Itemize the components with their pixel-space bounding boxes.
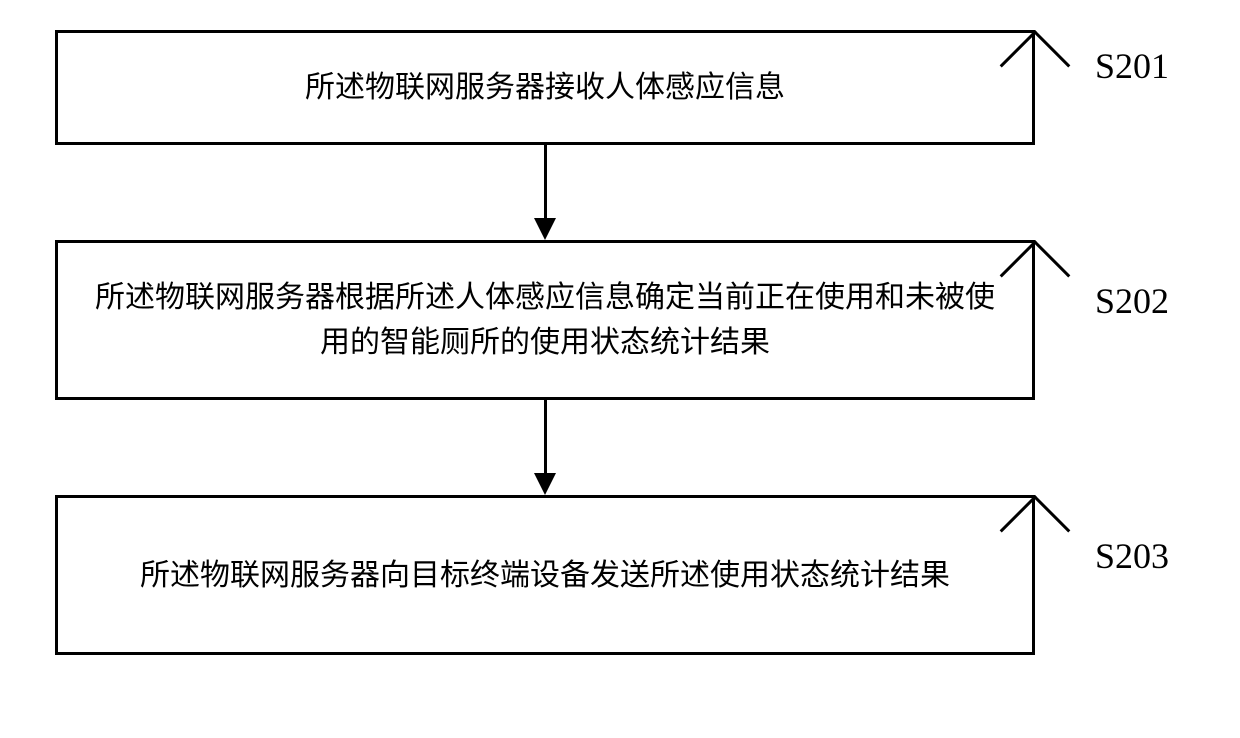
step-label-s202: S202: [1095, 280, 1169, 322]
flowchart-container: 所述物联网服务器接收人体感应信息 S201 所述物联网服务器根据所述人体感应信息…: [55, 30, 1185, 655]
flow-box-text: 所述物联网服务器接收人体感应信息: [305, 65, 785, 110]
flow-box-s202: 所述物联网服务器根据所述人体感应信息确定当前正在使用和未被使用的智能厕所的使用状…: [55, 240, 1035, 400]
flow-box-text: 所述物联网服务器向目标终端设备发送所述使用状态统计结果: [140, 553, 950, 598]
flow-step-row: 所述物联网服务器接收人体感应信息 S201: [55, 30, 1185, 145]
flow-step-row: 所述物联网服务器根据所述人体感应信息确定当前正在使用和未被使用的智能厕所的使用状…: [55, 240, 1185, 400]
step-label-s201: S201: [1095, 45, 1169, 87]
flow-box-text: 所述物联网服务器根据所述人体感应信息确定当前正在使用和未被使用的智能厕所的使用状…: [88, 275, 1002, 365]
arrow-head-icon: [534, 218, 556, 240]
step-label-s203: S203: [1095, 535, 1169, 577]
flow-step-row: 所述物联网服务器向目标终端设备发送所述使用状态统计结果 S203: [55, 495, 1185, 655]
flow-box-s201: 所述物联网服务器接收人体感应信息: [55, 30, 1035, 145]
arrow-line: [544, 145, 547, 220]
flow-arrow: [55, 145, 1035, 240]
arrow-head-icon: [534, 473, 556, 495]
arrow-line: [544, 400, 547, 475]
flow-arrow: [55, 400, 1035, 495]
flow-box-s203: 所述物联网服务器向目标终端设备发送所述使用状态统计结果: [55, 495, 1035, 655]
